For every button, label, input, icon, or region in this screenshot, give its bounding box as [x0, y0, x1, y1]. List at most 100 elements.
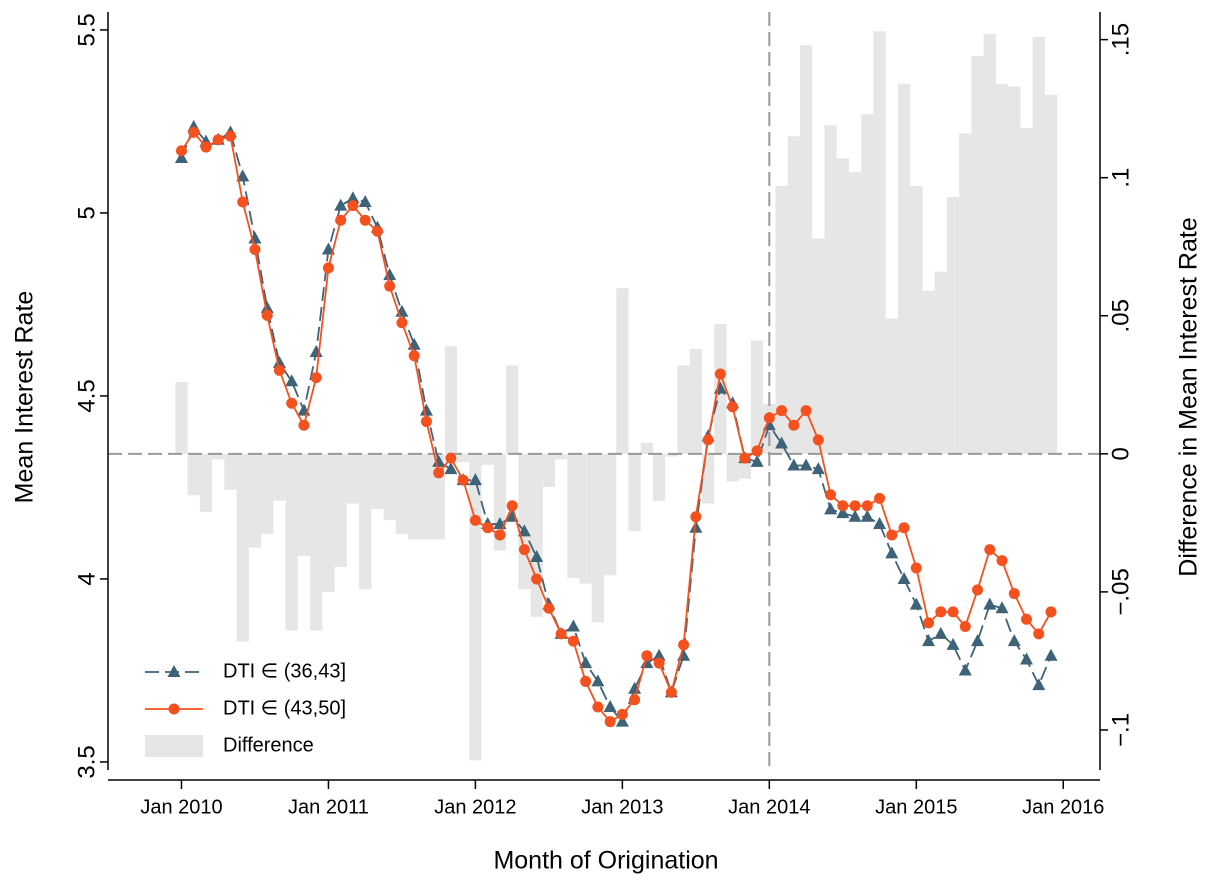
- point: [812, 434, 824, 446]
- x-tick-label: Jan 2016: [1022, 796, 1104, 818]
- point: [567, 635, 579, 647]
- bar: [530, 453, 543, 617]
- legend-marker: [167, 665, 181, 677]
- bar: [383, 453, 396, 521]
- bar: [910, 185, 923, 454]
- bar: [604, 453, 617, 576]
- point: [946, 637, 960, 650]
- point: [347, 200, 359, 212]
- point: [604, 716, 616, 728]
- bar: [481, 453, 494, 465]
- bar: [1032, 36, 1045, 454]
- legend-label: DTI ∈ (43,50]: [223, 697, 346, 719]
- bar: [946, 197, 960, 454]
- bar: [591, 453, 604, 623]
- point: [494, 529, 506, 541]
- point: [383, 268, 397, 281]
- point: [727, 401, 739, 413]
- point: [237, 196, 249, 208]
- point: [445, 452, 457, 464]
- bar: [836, 158, 849, 454]
- point: [616, 708, 628, 720]
- point: [359, 214, 371, 226]
- point: [272, 356, 286, 369]
- bar: [236, 453, 249, 642]
- y-tick-label: 3.5: [73, 745, 100, 778]
- bar: [824, 125, 837, 454]
- point: [358, 194, 372, 207]
- bar: [248, 453, 262, 548]
- bar: [616, 288, 629, 454]
- bar: [922, 290, 935, 454]
- point: [714, 368, 726, 380]
- point: [836, 506, 850, 519]
- point: [787, 458, 801, 471]
- point: [690, 511, 702, 523]
- bar: [175, 382, 188, 454]
- point: [775, 436, 789, 449]
- point: [799, 458, 813, 471]
- point: [824, 502, 838, 515]
- point: [910, 562, 922, 574]
- point: [518, 544, 530, 556]
- point: [174, 151, 188, 164]
- point: [885, 546, 899, 559]
- point: [1044, 648, 1058, 661]
- bar: [420, 453, 433, 540]
- point: [935, 606, 947, 618]
- x-tick-label: Jan 2012: [434, 796, 516, 818]
- point: [751, 445, 763, 457]
- point: [457, 474, 469, 486]
- x-tick-label: Jan 2015: [875, 796, 957, 818]
- bar: [518, 453, 531, 590]
- bar: [1020, 127, 1033, 454]
- point: [922, 634, 936, 647]
- bar: [444, 346, 458, 454]
- bar: [750, 340, 764, 454]
- point: [934, 626, 948, 639]
- y-tick-label: 5: [73, 206, 100, 219]
- point: [861, 500, 873, 512]
- point: [580, 675, 592, 687]
- bar: [665, 453, 678, 457]
- point: [615, 714, 629, 727]
- point: [346, 191, 360, 204]
- y2-axis-title: Difference in Mean Interest Rate: [1175, 217, 1203, 576]
- point: [469, 514, 481, 526]
- bar: [983, 34, 996, 454]
- point: [212, 134, 224, 146]
- bar: [995, 83, 1009, 454]
- point: [641, 650, 653, 662]
- point: [750, 454, 764, 467]
- point: [286, 397, 298, 409]
- point: [543, 602, 555, 614]
- series-line: [180, 130, 1052, 723]
- point: [995, 601, 1009, 614]
- point: [1021, 613, 1033, 625]
- point: [984, 544, 996, 556]
- point: [188, 126, 200, 138]
- bar: [371, 453, 384, 510]
- point: [1045, 606, 1057, 618]
- y-tick-label: 4.5: [73, 379, 100, 412]
- point: [898, 522, 910, 534]
- bar: [652, 453, 666, 501]
- point: [249, 244, 261, 256]
- legend-label: DTI ∈ (36,43]: [223, 660, 346, 682]
- bar: [873, 31, 886, 454]
- point: [689, 520, 703, 533]
- point: [298, 419, 310, 431]
- point: [653, 657, 665, 669]
- point: [285, 374, 299, 387]
- bar: [285, 453, 298, 631]
- point: [849, 500, 861, 512]
- point: [1032, 678, 1046, 691]
- point: [873, 517, 887, 530]
- point: [321, 242, 335, 255]
- point: [909, 597, 923, 610]
- point: [506, 500, 518, 512]
- bar: [726, 453, 739, 482]
- point: [959, 621, 971, 633]
- y2-tick-label: .1: [1107, 168, 1134, 188]
- y-tick-label: 5.5: [73, 13, 100, 46]
